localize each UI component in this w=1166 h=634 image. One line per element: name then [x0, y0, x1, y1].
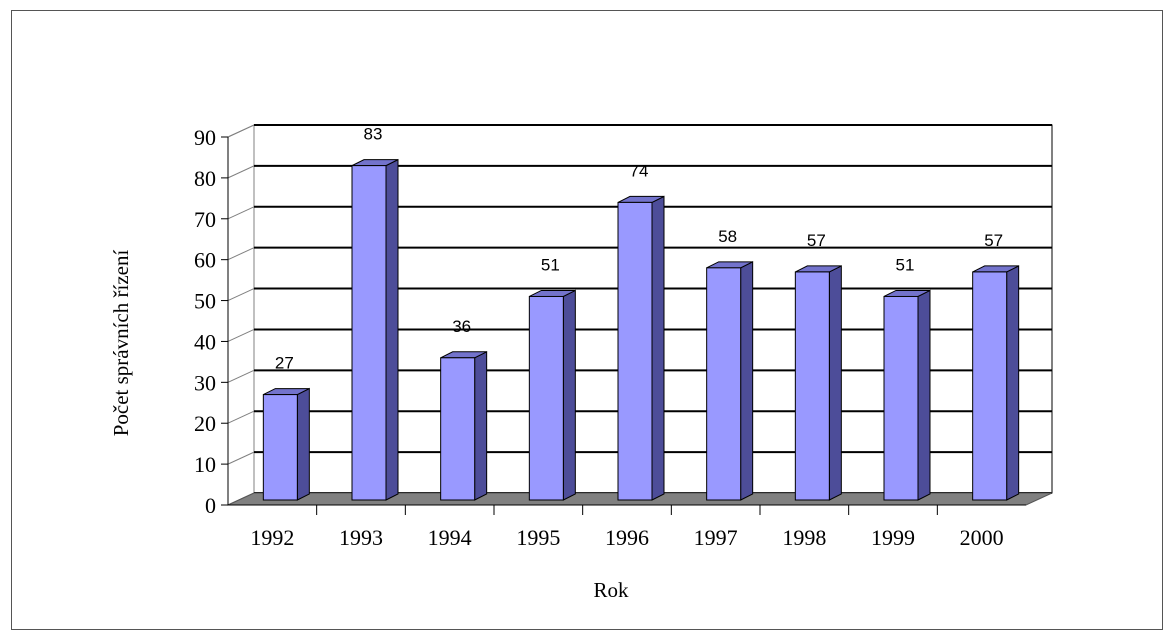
x-tick-label-1994: 1994: [428, 525, 472, 550]
data-label-1996: 74: [630, 161, 649, 180]
data-label-1993: 83: [364, 125, 383, 144]
x-tick-label-1998: 1998: [782, 525, 826, 550]
x-axis-title: Rok: [593, 578, 629, 602]
bar-side: [740, 261, 754, 501]
data-label-1994: 36: [452, 317, 471, 336]
side-wall: [227, 124, 255, 506]
x-tick-label-1999: 1999: [871, 525, 915, 550]
y-axis-ticks: 0 10 20 30 40 50 60 70 80 90: [194, 125, 229, 518]
bars: [262, 158, 1020, 501]
bar-1999: [883, 295, 919, 501]
bar-1992: [262, 394, 298, 501]
gridline-side: [227, 124, 255, 138]
bar-side: [385, 158, 399, 501]
x-tick-label-1997: 1997: [694, 525, 738, 550]
y-tick-label-0: 0: [205, 493, 216, 518]
data-label-1992: 27: [275, 354, 294, 373]
y-tick-label-10: 10: [194, 452, 216, 477]
data-label-1997: 58: [718, 227, 737, 246]
y-tick-label-30: 30: [194, 370, 216, 395]
bar-side: [1006, 265, 1020, 501]
gridline-side: [227, 328, 255, 342]
bar-1996: [617, 201, 653, 501]
bar-1994: [440, 357, 476, 501]
data-label-1995: 51: [541, 255, 560, 274]
gridline-side: [227, 369, 255, 383]
bar-2000: [972, 271, 1008, 501]
x-tick-label-1992: 1992: [250, 525, 294, 550]
bar-side: [651, 195, 665, 501]
data-label-1999: 51: [896, 255, 915, 274]
y-tick-label-20: 20: [194, 411, 216, 436]
bar-side: [917, 289, 931, 501]
bar-1993: [351, 165, 387, 501]
y-tick-label-60: 60: [194, 248, 216, 273]
gridline-side: [227, 410, 255, 424]
data-label-1998: 57: [807, 231, 826, 250]
gridline-side: [227, 247, 255, 261]
bar-side: [296, 387, 310, 501]
x-tick-label-2000: 2000: [960, 525, 1004, 550]
y-tick-label-90: 90: [194, 125, 216, 150]
y-tick-label-40: 40: [194, 329, 216, 354]
gridline-side: [227, 451, 255, 465]
bar-side: [562, 289, 576, 501]
x-tick-label-1995: 1995: [516, 525, 560, 550]
y-tick-label-70: 70: [194, 207, 216, 232]
bar-1995: [528, 295, 564, 501]
bar-1997: [706, 267, 742, 501]
bar-side: [828, 265, 842, 501]
gridline-side: [227, 165, 255, 179]
x-tick-label-1996: 1996: [605, 525, 649, 550]
bar-side: [474, 350, 488, 501]
bar-1998: [794, 271, 830, 501]
gridline-side: [227, 206, 255, 220]
y-tick-label-80: 80: [194, 166, 216, 191]
x-axis-ticks: 1992 1993 1994 1995 1996 1997 1998 1999 2000: [250, 505, 1004, 550]
gridline-side: [227, 288, 255, 302]
x-tick-label-1993: 1993: [339, 525, 383, 550]
y-tick-label-50: 50: [194, 289, 216, 314]
y-axis-title: Počet správních řízení: [109, 250, 133, 437]
data-label-2000: 57: [984, 231, 1003, 250]
data-labels: 27 83 36 51 74 58 57 51 57: [275, 125, 1003, 373]
